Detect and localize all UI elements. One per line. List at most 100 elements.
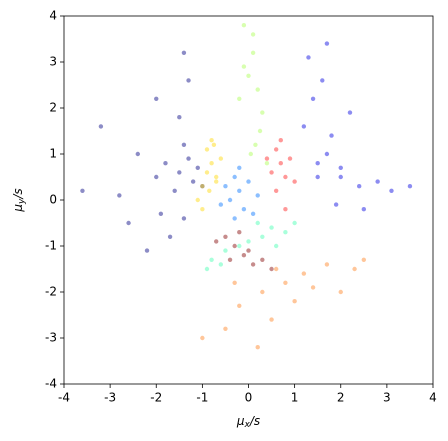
y-tick-label: 1 [49,147,57,161]
point [292,299,297,304]
point [190,179,196,184]
point [264,156,270,161]
point [287,156,293,161]
point [250,262,256,267]
x-axis-label: μx/s [236,414,260,430]
label-tail: /s [11,188,25,199]
point [273,266,279,272]
point [246,179,251,184]
point [200,207,205,212]
point [292,179,297,184]
point [260,110,265,115]
point [269,170,274,175]
point [338,165,343,170]
point [324,151,330,157]
point [223,234,228,239]
point [241,253,247,258]
point [389,188,394,193]
point [232,174,237,180]
y-tick-label: -3 [45,331,57,345]
label-tail: /s [249,414,260,428]
point [117,193,122,198]
point [232,216,237,221]
point [204,266,210,272]
point [241,64,247,69]
point [237,230,242,235]
point [310,285,316,290]
point [214,174,219,180]
point [306,55,311,60]
y-axis-label: μy/s [11,188,27,212]
point [237,96,242,102]
x-tick-label: 1 [291,391,299,405]
point [181,142,187,147]
point [333,202,339,207]
point [273,243,279,249]
point [260,234,265,239]
point [200,184,205,189]
label-base: μ [236,414,245,428]
point [195,165,200,170]
point [352,266,357,272]
point [273,147,279,152]
point [135,151,140,157]
y-tick-label: -1 [45,239,57,253]
y-tick-label: 4 [49,9,57,23]
x-tick-label: 0 [245,391,253,405]
point [375,179,380,184]
point [250,211,256,216]
point [177,115,182,120]
point [320,78,325,83]
point [200,184,205,189]
point [347,110,353,115]
point [253,142,258,147]
point [209,161,214,166]
point [310,96,316,102]
y-tick-label: 2 [49,101,57,115]
point [232,243,237,249]
label-sub: y [17,198,27,205]
point [186,156,191,161]
point [301,124,307,129]
point [255,220,260,226]
point [232,280,237,285]
point [80,188,85,193]
point [227,197,233,203]
point [237,303,242,308]
point [407,184,413,189]
point [211,142,217,147]
x-tick-label: -2 [150,391,162,405]
plot-area [64,16,433,384]
point [269,225,274,230]
point [292,220,297,226]
y-tick-label: 0 [49,193,57,207]
point [255,345,260,350]
point [257,128,263,134]
point [315,161,320,166]
point [248,151,254,157]
point [158,211,164,216]
x-tick-label: 3 [383,391,391,405]
point [283,280,288,285]
point [278,138,283,143]
point [223,248,228,253]
point [209,257,214,262]
point [260,289,265,295]
point [209,138,214,143]
point [246,248,251,253]
label-base: μ [11,204,25,213]
point [181,50,187,55]
point [260,257,265,262]
point [361,207,367,212]
point [283,230,288,235]
x-tick-label: -1 [196,391,208,405]
point [241,23,247,28]
point [324,41,330,46]
y-tick-label: -4 [45,377,57,391]
point [218,262,224,267]
point [154,174,159,180]
point [338,174,343,180]
point [283,174,288,180]
point [227,257,233,262]
point [273,188,279,193]
